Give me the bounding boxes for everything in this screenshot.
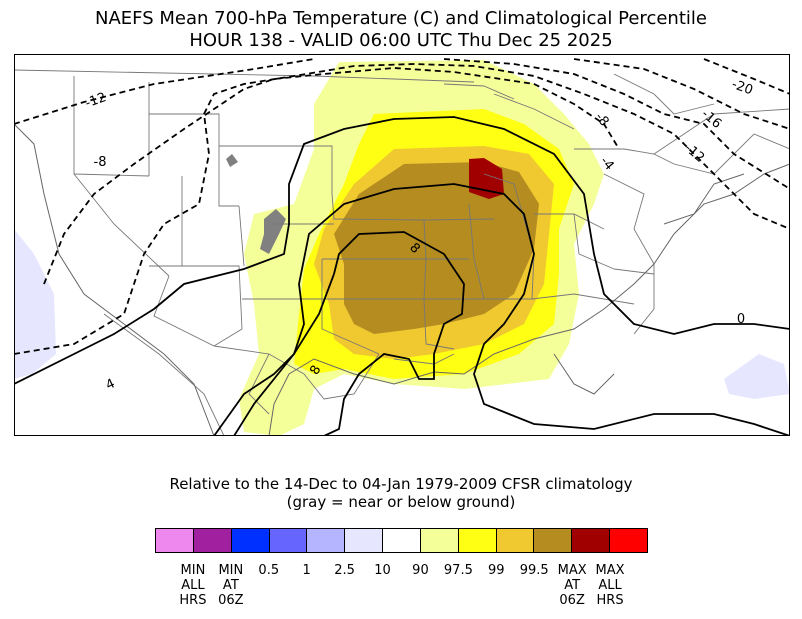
- tick-text: 99.5: [519, 563, 549, 578]
- colorbar-segment: [306, 529, 345, 552]
- colorbar-segment: [230, 529, 269, 552]
- temperature-map: -20 -16 -12 -12 -8 -8 -4 0 4 8 8: [14, 54, 790, 436]
- colorbar-segment: [533, 529, 572, 552]
- colorbar-tick-label: 99: [488, 563, 505, 578]
- tick-text: 10: [374, 563, 391, 578]
- shading-99-5-percentile: [334, 162, 539, 334]
- tick-text: 99: [488, 563, 505, 578]
- colorbar-tick-label: MIN AT 06Z: [218, 563, 243, 608]
- tick-text: AT: [222, 578, 239, 593]
- colorbar-tick-label: 0.5: [258, 563, 279, 578]
- colorbar-tick-label: 10: [374, 563, 391, 578]
- colorbar-tick-label: MAX ALL HRS: [596, 563, 625, 608]
- tick-text: ALL: [181, 578, 205, 593]
- colorbar-segment: [419, 529, 458, 552]
- colorbar-segment: [609, 529, 647, 552]
- tick-text: ALL: [598, 578, 622, 593]
- colorbar-tick-label: 97.5: [444, 563, 473, 578]
- colorbar-tick-label: 90: [412, 563, 429, 578]
- colorbar-segment: [495, 529, 534, 552]
- contour-label: -12: [83, 90, 108, 111]
- colorbar-segment: [156, 529, 193, 552]
- contour-label: -8: [94, 155, 107, 170]
- colorbar-tick-label: 99.5: [520, 563, 549, 578]
- valid-time-subtitle: HOUR 138 - VALID 06:00 UTC Thu Dec 25 20…: [189, 30, 613, 51]
- colorbar-segment: [192, 529, 231, 552]
- tick-text: 0.5: [258, 563, 280, 578]
- tick-text: 1: [302, 563, 311, 578]
- tick-text: HRS: [179, 593, 207, 608]
- tick-text: MAX: [557, 563, 587, 578]
- colorbar-segment: [268, 529, 307, 552]
- tick-text: 06Z: [559, 593, 585, 608]
- colorbar-segment: [344, 529, 383, 552]
- shading-low-percentile-west: [14, 229, 56, 379]
- contour-label: 0: [737, 312, 745, 327]
- tick-text: HRS: [596, 593, 624, 608]
- tick-text: 2.5: [334, 563, 355, 578]
- colorbar-tick-labels: MIN ALL HRS MIN AT 06Z 0.5 1 2.5 10 90 97.5 99 99.5 MA…: [0, 563, 802, 619]
- tick-text: 97.5: [443, 563, 473, 578]
- tick-text: 06Z: [218, 593, 244, 608]
- colorbar-segment: [382, 529, 420, 552]
- contour-label: -20: [730, 77, 755, 98]
- climatology-note: Relative to the 14-Dec to 04-Jan 1979-20…: [169, 475, 633, 493]
- tick-text: 90: [412, 563, 429, 578]
- tick-text: MAX: [595, 563, 625, 578]
- colorbar-tick-label: MIN ALL HRS: [179, 563, 206, 608]
- shading-ground: [226, 154, 286, 254]
- colorbar-tick-label: MAX AT 06Z: [558, 563, 587, 608]
- percentile-colorbar: [155, 528, 648, 553]
- ground-note: (gray = near or below ground): [286, 493, 516, 511]
- colorbar-tick-label: 2.5: [334, 563, 355, 578]
- colorbar-segment: [571, 529, 610, 552]
- colorbar-segment: [457, 529, 496, 552]
- tick-text: MIN: [180, 563, 206, 578]
- map-title: NAEFS Mean 700-hPa Temperature (C) and C…: [95, 8, 707, 29]
- shading-low-percentile-atlantic: [724, 354, 790, 399]
- tick-text: AT: [564, 578, 581, 593]
- tick-text: MIN: [218, 563, 244, 578]
- colorbar-tick-label: 1: [303, 563, 311, 578]
